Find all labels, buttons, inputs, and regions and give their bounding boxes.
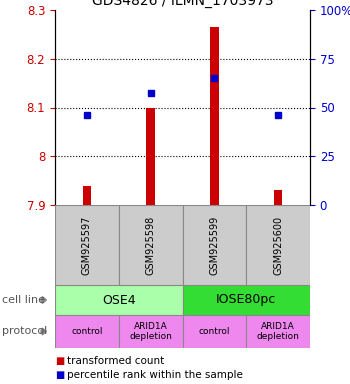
Text: control: control [199,327,230,336]
Bar [182,315,246,348]
Text: ARID1A
depletion: ARID1A depletion [257,322,300,341]
Text: GSM925600: GSM925600 [273,215,283,275]
Bar [119,315,182,348]
Text: ■: ■ [55,356,64,366]
Text: protocol: protocol [2,326,47,336]
Text: cell line: cell line [2,295,45,305]
Text: transformed count: transformed count [67,356,164,366]
Text: ■: ■ [55,370,64,380]
Text: GSM925599: GSM925599 [209,215,219,275]
Bar [246,205,310,285]
Text: percentile rank within the sample: percentile rank within the sample [67,370,243,380]
Bar [55,315,119,348]
Bar [246,315,310,348]
Title: GDS4826 / ILMN_1703973: GDS4826 / ILMN_1703973 [92,0,273,8]
Bar [119,205,182,285]
Bar [55,205,119,285]
Bar [182,205,246,285]
Bar [55,285,182,315]
Bar [147,108,155,205]
Text: ARID1A
depletion: ARID1A depletion [129,322,172,341]
Bar [83,185,91,205]
Text: OSE4: OSE4 [102,293,135,306]
Bar [182,285,310,315]
Text: IOSE80pc: IOSE80pc [216,293,276,306]
Text: GSM925598: GSM925598 [146,215,156,275]
Text: GSM925597: GSM925597 [82,215,92,275]
Bar [274,190,282,205]
Text: control: control [71,327,103,336]
Bar [210,27,218,205]
